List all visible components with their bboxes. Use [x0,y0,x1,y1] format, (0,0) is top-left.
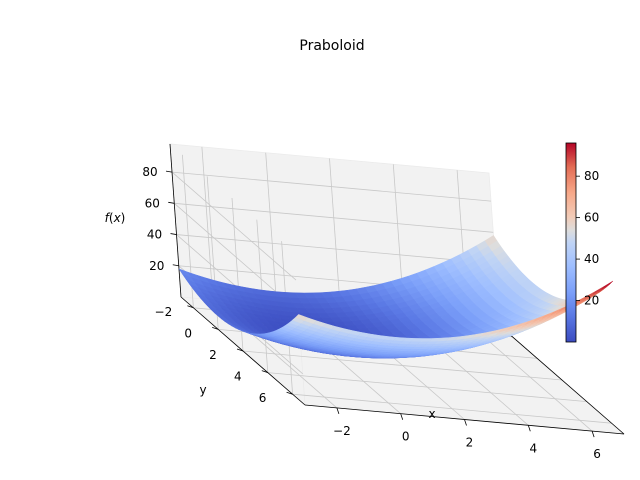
y-tick-label: 0 [184,326,192,340]
z-label-close: ) [121,211,126,225]
grid-z-wall-y [174,202,494,233]
grid-y-floor [292,393,612,424]
grid-x-wall [265,152,278,306]
z-axis-label: f(x) [105,211,126,225]
x-tick-label: 2 [466,436,474,450]
z-tick-label: 80 [142,165,157,179]
chart-title: Praboloid [299,38,364,54]
z-label-f: f [105,211,111,225]
colorbar-tick-label: 20 [584,294,599,308]
grid-x-wall [201,146,214,300]
x-tick-mark [591,430,595,438]
x-tick-mark [336,407,340,415]
surface-patch [601,280,614,290]
colorbar-tick-label: 60 [584,211,599,225]
x-axis-label: x [428,407,435,421]
grid-z-wall-x [171,171,297,281]
grid-x-wall [329,158,341,312]
colorbar-ticks: 20 40 60 80 [576,169,599,308]
z-tick-mark [165,170,173,173]
z-label-x: x [113,211,122,225]
z-tick-mark [168,201,175,204]
colorbar-gradient [565,142,577,343]
x-tick-label: −2 [333,424,351,438]
y-tick-mark [212,327,219,330]
y-tick-label: 4 [234,370,242,384]
x-tick-mark [527,425,531,432]
x-tick-mark [400,413,404,420]
grid-y-floor [267,372,587,402]
y-tick-label: 2 [209,348,217,362]
x-tick-label: 0 [402,430,410,444]
y-tick-label: −2 [155,305,173,319]
z-tick-mark [172,264,179,267]
y-tick-mark [286,391,293,395]
z-tick-mark [170,233,177,235]
x-axis-end [499,325,625,435]
y-tick-label: 6 [259,391,267,405]
surface-plot [178,235,614,359]
z-label-open: ( [109,211,114,225]
grid-z-wall-y [171,171,492,202]
colorbar-tick-label: 40 [584,252,599,266]
colorbar-tick-label: 80 [584,169,599,183]
z-tick-label: 40 [147,228,162,242]
x-tick-label: 6 [593,447,601,461]
grid-z-wall-y [176,234,496,264]
tick-labels: −2 0 2 4 6 −2 0 2 4 6 20 40 60 80 [142,165,601,461]
grid-y-floor [242,350,563,381]
x-tick-label: 4 [529,441,537,455]
z-tick-label: 20 [149,259,164,273]
z-tick-label: 60 [145,196,160,210]
colorbar: 20 40 60 80 [565,142,599,343]
y-axis-label: y [199,383,206,397]
y-tick-mark [187,305,194,309]
x-tick-mark [464,419,467,426]
y-tick-mark [236,348,244,352]
y-tick-mark [261,370,268,373]
z-axis-line [169,143,182,298]
